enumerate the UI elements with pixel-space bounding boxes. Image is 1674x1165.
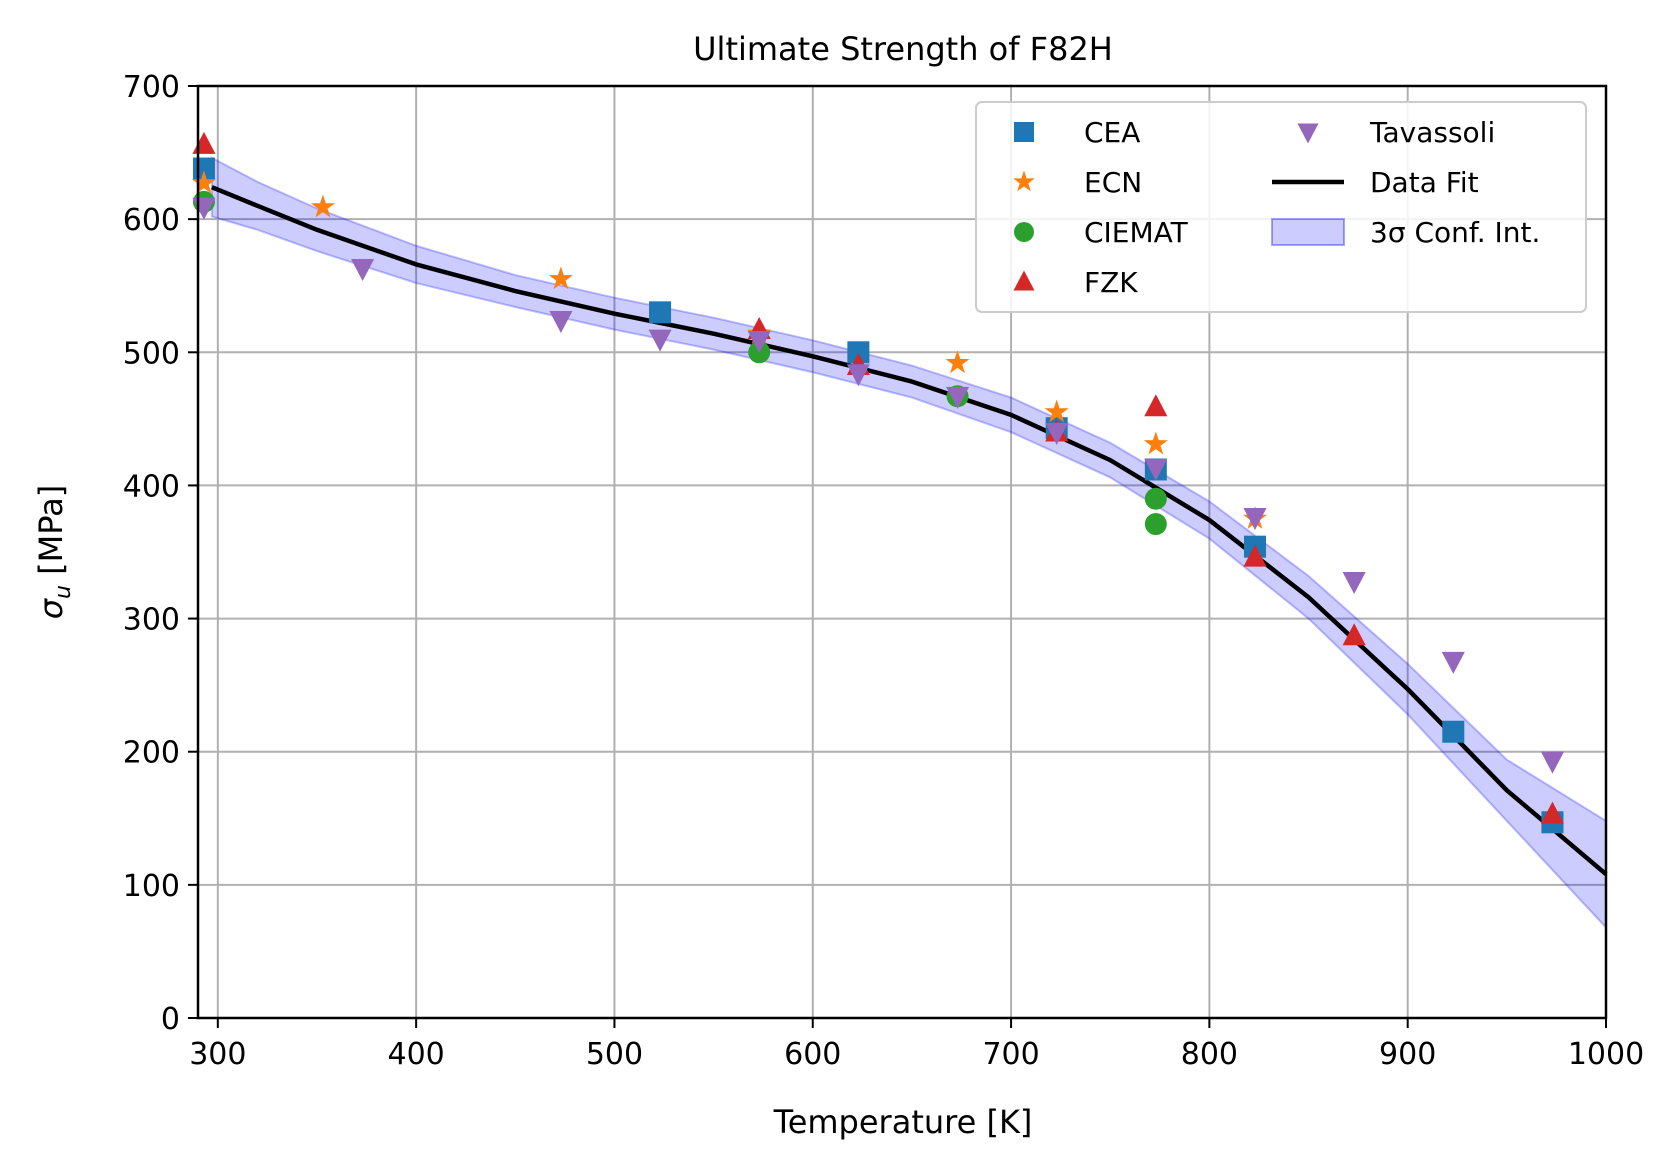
tavassoli-point <box>1342 571 1366 594</box>
tavassoli-point <box>1540 751 1565 774</box>
fzk-point <box>1540 801 1565 824</box>
chart-title: Ultimate Strength of F82H <box>693 30 1113 68</box>
legend-marker-cea <box>1014 122 1034 142</box>
tavassoli-point <box>549 310 573 333</box>
legend-marker-ciemat <box>1014 222 1034 242</box>
y-tick-label: 700 <box>123 70 180 105</box>
legend-marker-tavassoli <box>1297 123 1319 144</box>
legend-marker-ecn <box>1013 170 1035 192</box>
x-tick-label: 500 <box>586 1037 643 1072</box>
ecn-point <box>548 266 573 290</box>
x-tick-label: 1000 <box>1568 1037 1644 1072</box>
tavassoli-point <box>1441 651 1465 674</box>
y-axis-title-unit: [MPa] <box>32 485 70 585</box>
plot-frame <box>196 84 1608 1020</box>
ecn-point <box>310 194 335 218</box>
tavassoli-point <box>351 259 375 282</box>
y-tick-label: 100 <box>123 869 180 904</box>
tavassoli-point <box>1144 458 1168 481</box>
legend-marker-band <box>1271 218 1345 246</box>
cea-point <box>649 301 672 324</box>
legend-label-tavassoli: Tavassoli <box>1369 116 1495 149</box>
tavassoli-point <box>648 329 672 352</box>
y-tick-label: 0 <box>161 1002 180 1037</box>
legend-label-ecn: ECN <box>1084 166 1142 199</box>
x-tick-label: 300 <box>189 1037 246 1072</box>
y-axis-title-subscript: u <box>51 585 76 599</box>
series-tavassoli <box>192 197 1565 774</box>
x-tick-label: 700 <box>982 1037 1039 1072</box>
ecn-point <box>191 170 216 194</box>
cea-point <box>847 341 870 364</box>
y-tick-label: 300 <box>123 603 180 638</box>
legend-label-fit: Data Fit <box>1370 166 1479 199</box>
fzk-point <box>1342 623 1366 646</box>
ecn-point <box>1044 399 1069 423</box>
y-tick-label: 600 <box>123 203 180 238</box>
cea-point <box>1442 720 1465 743</box>
y-tick-label: 500 <box>123 336 180 371</box>
legend-label-fzk: FZK <box>1084 266 1138 299</box>
legend-label-ciemat: CIEMAT <box>1084 216 1189 249</box>
tavassoli-point <box>1045 422 1069 445</box>
tavassoli-point <box>846 364 870 387</box>
y-axis-title: σu [MPa] <box>32 485 76 619</box>
ciemat-point <box>1144 513 1167 536</box>
x-tick-label: 800 <box>1181 1037 1238 1072</box>
legend-label-cea: CEA <box>1084 116 1140 149</box>
tavassoli-point <box>747 330 771 353</box>
ticks-layer: 300 400 500 600 700 800 900 1000 0 100 200 300 400 50… <box>123 70 1644 1072</box>
ecn-point <box>945 350 970 374</box>
y-axis-title-symbol: σ <box>32 597 70 619</box>
x-tick-label: 900 <box>1379 1037 1436 1072</box>
fzk-point <box>1144 394 1168 417</box>
tavassoli-point <box>945 386 970 409</box>
fzk-point <box>1243 544 1267 567</box>
ecn-point <box>1143 431 1168 455</box>
legend: CEA ECN CIEMAT FZK Tavassoli Data Fit 3σ Conf.… <box>975 101 1587 313</box>
y-tick-label: 400 <box>123 469 180 504</box>
legend-box <box>975 101 1587 313</box>
y-tick-label: 200 <box>123 736 180 771</box>
ciemat-point <box>1144 487 1167 510</box>
tavassoli-point <box>1243 508 1267 531</box>
legend-label-band: 3σ Conf. Int. <box>1370 216 1540 249</box>
x-tick-label: 600 <box>784 1037 841 1072</box>
legend-marker-fzk <box>1013 270 1035 291</box>
x-tick-label: 400 <box>388 1037 445 1072</box>
x-axis-title: Temperature [K] <box>773 1103 1033 1141</box>
